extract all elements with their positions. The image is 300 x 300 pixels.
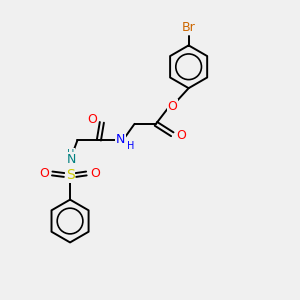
- Text: O: O: [39, 167, 49, 180]
- Text: O: O: [167, 100, 177, 112]
- Text: O: O: [87, 113, 97, 126]
- Text: N: N: [66, 153, 76, 166]
- Text: H: H: [67, 148, 75, 159]
- Text: N: N: [116, 133, 125, 146]
- Text: H: H: [127, 141, 134, 151]
- Text: Br: Br: [182, 21, 196, 34]
- Text: O: O: [90, 167, 100, 180]
- Text: S: S: [66, 168, 74, 182]
- Text: O: O: [176, 129, 186, 142]
